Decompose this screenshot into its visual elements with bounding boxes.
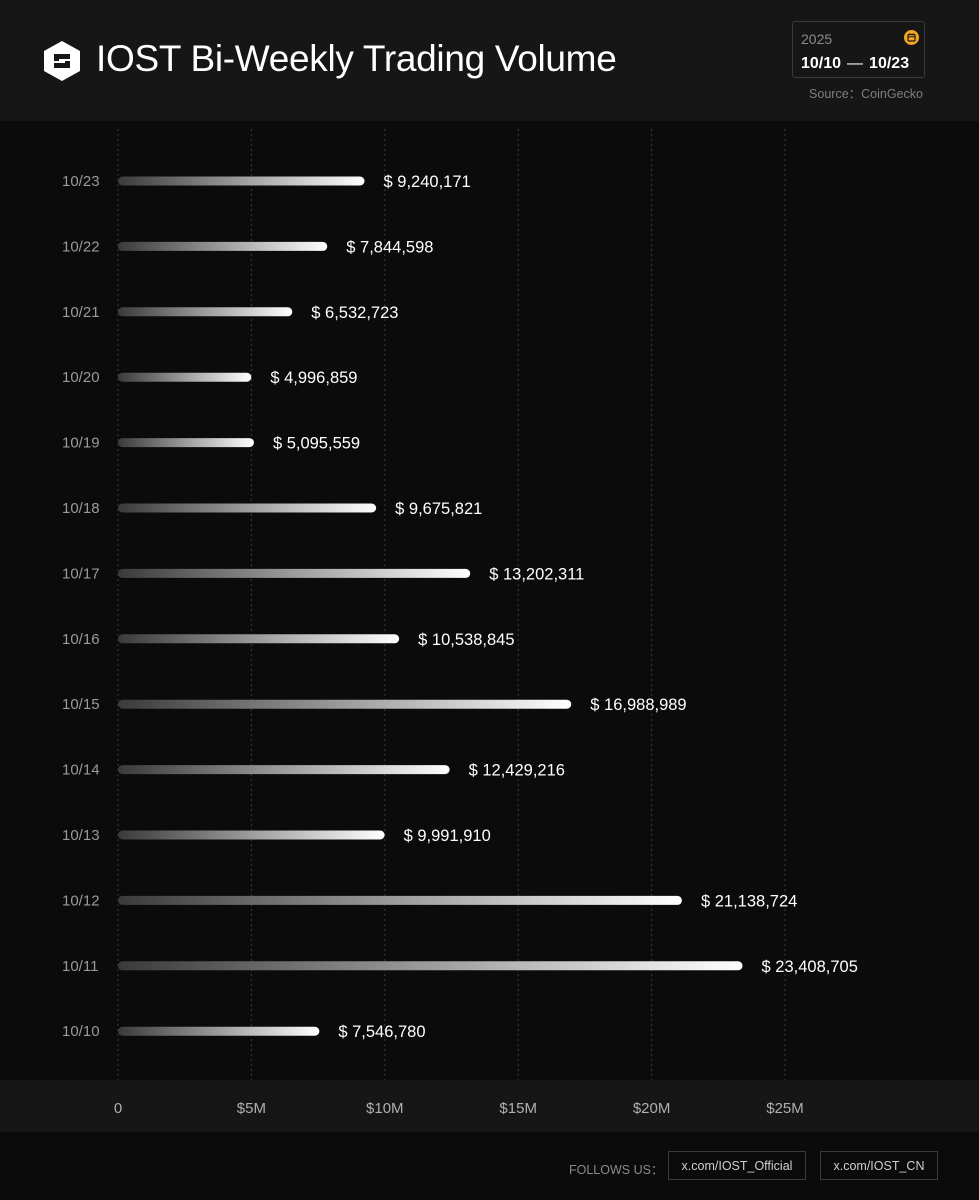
follow-us-label: FOLLOWS US： [569, 1163, 664, 1177]
x-cn-link[interactable]: x.com/IOST_CN [820, 1151, 938, 1180]
range-start: 10/10 [801, 55, 842, 72]
value-label: $ 4,996,859 [270, 369, 357, 387]
header: IOST Bi-Weekly Trading Volume 2025 10/10… [0, 0, 979, 121]
range-end: 10/23 [869, 55, 910, 72]
category-label: 10/16 [62, 631, 100, 648]
category-label: 10/12 [62, 892, 100, 909]
value-label: $ 12,429,216 [469, 762, 565, 780]
x-tick-label: $5M [237, 1100, 266, 1117]
bar [118, 634, 400, 644]
value-label: $ 6,532,723 [311, 304, 398, 322]
iost-logo-icon [44, 41, 80, 81]
category-label: 10/10 [62, 1023, 100, 1040]
category-label: 10/21 [62, 304, 100, 321]
date-range-box: 2025 10/10 — 10/23 [792, 21, 925, 78]
bar [118, 765, 450, 775]
value-label: $ 13,202,311 [489, 565, 584, 583]
value-label: $ 21,138,724 [701, 892, 797, 910]
value-label: $ 5,095,559 [273, 435, 360, 453]
bar-chart: 10/23 $ 9,240,171 10/22 $ 7,844,598 10/21 $ 6… [62, 129, 858, 1080]
bar [118, 372, 252, 382]
category-label: 10/15 [62, 696, 100, 713]
x-official-link[interactable]: x.com/IOST_Official [668, 1151, 806, 1180]
bar [118, 830, 385, 840]
bar [118, 895, 682, 905]
x-axis: 0 $5M $10M $15M $20M $25M [114, 1100, 804, 1117]
bar [118, 438, 254, 448]
value-label: $ 7,844,598 [346, 238, 433, 256]
bar [118, 241, 328, 251]
value-label: $ 9,991,910 [404, 827, 491, 845]
value-label: $ 9,240,171 [384, 173, 471, 191]
bar [118, 1026, 320, 1036]
value-label: $ 10,538,845 [418, 631, 514, 649]
category-label: 10/18 [62, 500, 100, 517]
x-tick-label: $20M [633, 1100, 671, 1117]
category-label: 10/22 [62, 238, 100, 255]
bar [118, 307, 293, 317]
value-label: $ 23,408,705 [762, 958, 858, 976]
category-label: 10/13 [62, 827, 100, 844]
bar [118, 568, 471, 578]
category-label: 10/19 [62, 435, 100, 452]
value-label: $ 7,546,780 [338, 1023, 425, 1041]
category-label: 10/14 [62, 762, 100, 779]
category-label: 10/20 [62, 369, 100, 386]
date-year: 2025 [801, 31, 833, 47]
bar [118, 961, 743, 971]
source-label: Source：CoinGecko [809, 87, 923, 101]
calendar-icon [904, 30, 919, 45]
category-label: 10/17 [62, 565, 100, 582]
x-axis-bar: 0 $5M $10M $15M $20M $25M [0, 1080, 979, 1132]
value-label: $ 16,988,989 [590, 696, 686, 714]
x-tick-label: 0 [114, 1100, 122, 1117]
bar [118, 503, 377, 513]
x-tick-label: $15M [499, 1100, 537, 1117]
page-title: IOST Bi-Weekly Trading Volume [96, 38, 617, 79]
x-tick-label: $25M [766, 1100, 804, 1117]
date-range: 10/10 — 10/23 [801, 55, 909, 73]
range-separator: — [847, 55, 864, 72]
x-tick-label: $10M [366, 1100, 404, 1117]
footer: FOLLOWS US： x.com/IOST_Official x.com/IO… [0, 1132, 979, 1200]
category-label: 10/23 [62, 173, 100, 190]
bar [118, 699, 572, 709]
value-label: $ 9,675,821 [395, 500, 482, 518]
bar [118, 176, 365, 186]
category-label: 10/11 [62, 958, 98, 975]
